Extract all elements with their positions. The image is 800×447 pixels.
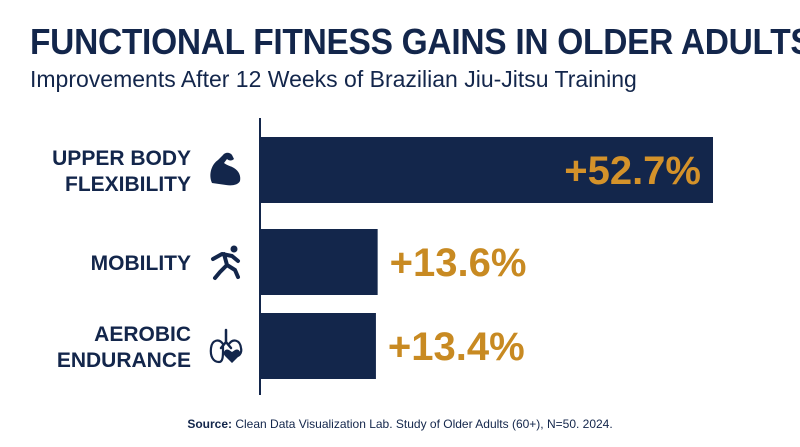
bar-value-label: +13.4% (388, 325, 525, 369)
flexed-bicep-icon (210, 152, 241, 186)
lungs-heart-icon (209, 328, 243, 364)
running-person-icon (211, 245, 240, 280)
category-label: ENDURANCE (57, 349, 191, 372)
bar-value-label: +52.7% (564, 149, 701, 193)
source-text: Clean Data Visualization Lab. Study of O… (235, 417, 613, 431)
source-note: Source: Clean Data Visualization Lab. St… (0, 417, 800, 431)
category-label: MOBILITY (91, 252, 191, 275)
bar (261, 313, 376, 379)
source-label: Source: (187, 417, 232, 431)
chart-subtitle: Improvements After 12 Weeks of Brazilian… (30, 66, 637, 92)
category-label: FLEXIBILITY (65, 173, 191, 196)
bar (261, 229, 378, 295)
category-label: AEROBIC (94, 323, 191, 346)
bar-value-label: +13.6% (390, 241, 527, 285)
chart-title: FUNCTIONAL FITNESS GAINS IN OLDER ADULTS (30, 21, 800, 62)
bar (261, 137, 713, 203)
category-label: UPPER BODY (52, 147, 191, 170)
